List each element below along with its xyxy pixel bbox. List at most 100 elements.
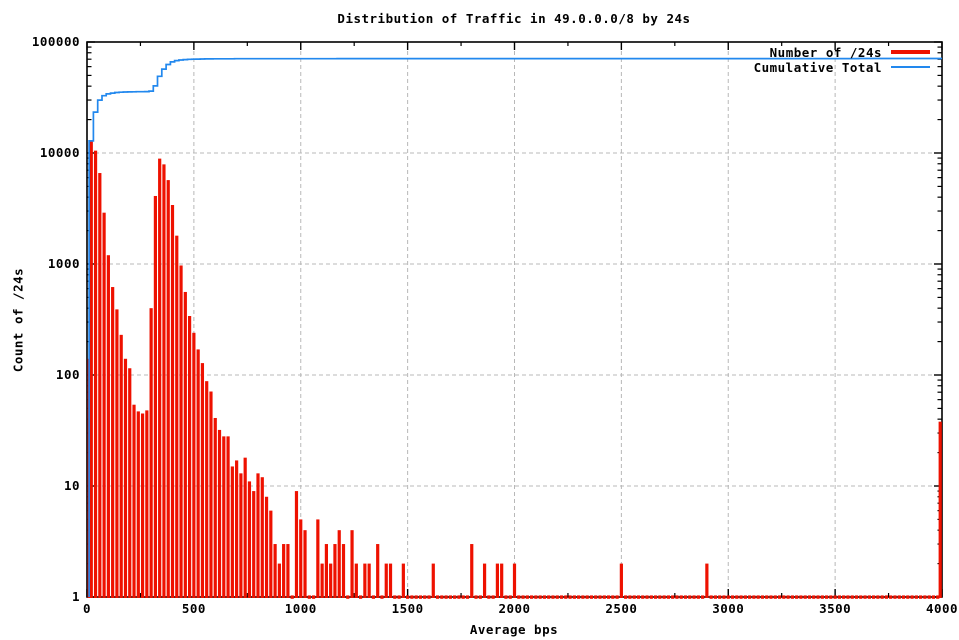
bar — [239, 473, 243, 598]
bar — [530, 595, 534, 599]
bar — [547, 595, 551, 599]
bar — [115, 309, 119, 598]
bar — [662, 595, 666, 599]
bar — [709, 595, 713, 599]
bar — [816, 595, 820, 599]
bar — [359, 595, 363, 599]
bar — [487, 595, 491, 599]
bar — [829, 595, 833, 599]
bar — [440, 595, 444, 599]
bar — [760, 595, 765, 599]
legend-line-sample-bars — [891, 50, 930, 54]
bar — [213, 417, 217, 598]
bar — [500, 563, 504, 598]
bar — [303, 530, 307, 598]
bar — [470, 544, 474, 598]
bar — [175, 235, 179, 599]
bar — [128, 368, 132, 598]
bar — [735, 595, 739, 599]
bar — [555, 595, 559, 599]
bar — [123, 358, 128, 598]
bar — [559, 595, 564, 599]
bar — [256, 473, 260, 598]
bar — [624, 595, 628, 599]
bar — [606, 595, 611, 599]
bar — [376, 544, 380, 598]
bar — [393, 595, 397, 599]
bar — [859, 595, 863, 599]
legend-label-cumulative: Cumulative Total — [753, 59, 882, 75]
bar — [235, 460, 239, 598]
bar — [521, 595, 525, 599]
bar — [726, 595, 730, 599]
bar — [897, 595, 901, 599]
x-tick-label-2500: 2500 — [605, 601, 638, 616]
bar — [919, 595, 923, 599]
bar — [290, 595, 294, 599]
bar — [140, 413, 145, 598]
bar — [765, 595, 769, 599]
bar — [311, 595, 316, 599]
bar — [431, 563, 435, 598]
bar — [568, 595, 572, 599]
bar — [701, 595, 705, 599]
x-tick-label-1500: 1500 — [391, 601, 424, 616]
bar — [820, 595, 824, 599]
bar — [158, 158, 162, 598]
bar — [282, 544, 286, 598]
bar — [846, 595, 850, 599]
bar — [93, 150, 98, 598]
bar — [341, 544, 346, 598]
legend-label-bars: Number of /24s — [769, 44, 882, 60]
bar — [696, 595, 700, 599]
bar — [748, 595, 752, 599]
bar — [329, 563, 333, 598]
bar — [889, 595, 893, 599]
bar — [867, 595, 871, 599]
bar — [683, 595, 688, 599]
x-tick-label-0: 0 — [82, 601, 92, 616]
bar — [388, 563, 393, 598]
bar — [269, 510, 273, 598]
bar — [264, 496, 269, 598]
bar — [795, 595, 799, 599]
bar — [893, 595, 897, 599]
bar — [423, 595, 427, 599]
x-tick-label-3000: 3000 — [712, 601, 745, 616]
bar — [89, 141, 93, 598]
bar — [658, 595, 662, 599]
bar — [910, 595, 914, 599]
bar — [641, 595, 645, 599]
bar — [512, 563, 517, 598]
bar — [594, 595, 598, 599]
bar — [807, 595, 812, 599]
bar — [671, 595, 675, 599]
bar — [205, 381, 209, 598]
bar — [615, 595, 619, 599]
bar — [478, 595, 482, 599]
bar — [414, 595, 418, 599]
bar — [111, 287, 115, 598]
bar — [842, 595, 846, 599]
y-tick-label-10000: 10000 — [39, 145, 80, 160]
bar — [170, 205, 175, 598]
bar — [743, 595, 747, 599]
bar — [730, 595, 735, 599]
bar — [384, 563, 388, 598]
bar — [927, 595, 931, 599]
bar — [273, 544, 277, 598]
bar — [188, 316, 192, 598]
y-tick-label-100: 100 — [55, 367, 80, 382]
bar — [149, 308, 153, 598]
bar — [495, 563, 499, 598]
x-tick-label-3500: 3500 — [819, 601, 852, 616]
bar — [226, 436, 230, 598]
bar — [619, 563, 623, 598]
bar — [876, 595, 880, 599]
bar — [517, 595, 521, 599]
bar — [777, 595, 782, 599]
bar — [192, 332, 196, 598]
bar — [371, 595, 376, 599]
bar — [739, 595, 743, 599]
